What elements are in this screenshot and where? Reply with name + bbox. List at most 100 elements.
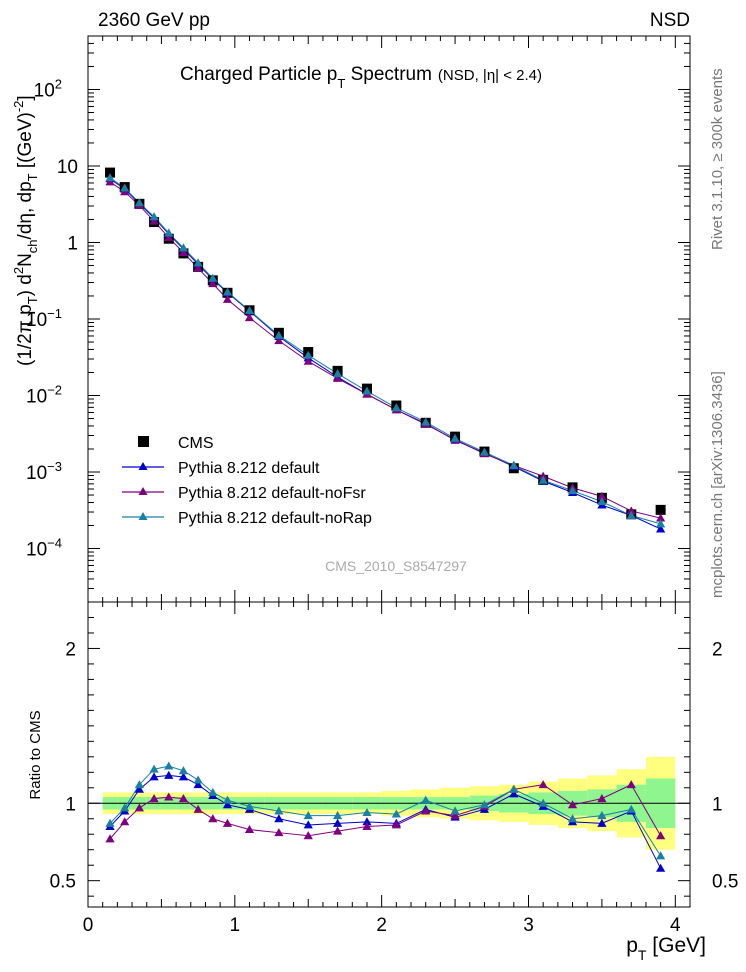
main-point-series-2: [222, 294, 233, 303]
ratio-point-series-2: [274, 828, 284, 837]
main-y-tick-base: 10: [26, 310, 47, 331]
main-point-series-2: [193, 263, 203, 272]
title-main: Charged Particle p: [180, 64, 337, 85]
main-point-series-3: [193, 258, 203, 267]
legend-marker-nofsr: [138, 487, 148, 495]
ratio-point-series-2: [597, 794, 607, 803]
chart-title: Charged Particle pT Spectrum (NSD, |η| < …: [180, 64, 542, 91]
ratio-point-series-3: [178, 766, 189, 775]
legend: CMS Pythia 8.212 default Pythia 8.212 de…: [122, 435, 372, 527]
main-point-series-2: [656, 513, 666, 522]
x-tick-label: 3: [523, 915, 534, 936]
ratio-point-series-2: [149, 794, 159, 803]
main-point-series-3: [105, 173, 115, 182]
legend-marker-cms: [138, 436, 149, 447]
ratio-point-series-2: [222, 818, 233, 827]
main-point-series-2: [149, 216, 159, 225]
ratio-point-series-3: [656, 851, 666, 860]
ratio-y-ticks: 0.5 0.5 1 1 2 2: [50, 616, 738, 897]
main-y-tick-base: 10: [34, 80, 55, 101]
main-point-series-3: [479, 447, 490, 456]
main-point-series-3: [178, 243, 189, 252]
main-y-tick-base: 10: [26, 540, 47, 561]
x-tick-label: 0: [83, 915, 94, 936]
main-point-series-3: [333, 369, 343, 378]
main-y-tick-exp: −3: [47, 459, 62, 474]
main-y-tick-label: 10−3: [26, 459, 62, 484]
x-tick-label: 2: [376, 915, 387, 936]
ratio-point-series-3: [222, 795, 233, 804]
ratio-point-series-3: [303, 811, 313, 820]
main-point-series-3: [509, 460, 519, 469]
ratio-point-series-1: [178, 772, 189, 781]
ratio-point-series-3: [333, 811, 343, 820]
mcplots-label: mcplots.cern.ch [arXiv:1306.3436]: [709, 371, 726, 598]
legend-label-norap: Pythia 8.212 default-noRap: [178, 510, 372, 527]
ratio-point-series-3: [274, 806, 284, 815]
ratio-y-tick-label-left: 1: [65, 794, 76, 815]
ratio-y-tick-label-right: 1: [712, 794, 723, 815]
ratio-point-series-3: [538, 798, 548, 807]
main-point-series-1: [656, 524, 666, 533]
main-point-series-2: [244, 313, 255, 322]
ratio-point-series-2: [391, 820, 401, 829]
ratio-point-series-2: [134, 803, 144, 812]
ratio-point-series-2: [193, 804, 203, 813]
ratio-point-series-1: [656, 863, 666, 872]
ratio-point-series-3: [391, 809, 401, 818]
x-axis-label: pT [GeV]: [626, 934, 706, 963]
ratio-point-series-3: [120, 803, 130, 812]
main-y-tick-base: 10: [26, 387, 47, 408]
main-point-series-2: [164, 232, 174, 242]
ratio-point-series-3: [208, 787, 218, 796]
ratio-point-series-3: [105, 818, 115, 827]
ratio-point-series-3: [193, 775, 203, 784]
ratio-point-series-1: [333, 818, 343, 827]
ratio-point-series-1: [509, 789, 519, 798]
main-y-tick-label: 10: [57, 157, 78, 178]
ratio-point-series-1: [193, 780, 203, 789]
title-tail: Spectrum: [345, 64, 432, 85]
ratio-point-series-1: [597, 818, 607, 827]
ratio-y-tick-label-right: 2: [712, 639, 723, 660]
main-point-series-3: [362, 386, 372, 395]
legend-label-nofsr: Pythia 8.212 default-noFsr: [178, 485, 366, 502]
main-y-tick-base: 1: [67, 233, 78, 254]
main-point-series-2: [178, 247, 189, 256]
main-y-tick-exp: −2: [47, 383, 62, 398]
legend-entry-nofsr: Pythia 8.212 default-noFsr: [122, 485, 366, 502]
main-y-tick-label: 10−1: [26, 306, 62, 331]
ratio-point-series-3: [509, 784, 519, 793]
main-point-series-3: [120, 183, 130, 192]
ratio-point-series-1: [303, 820, 313, 829]
energy-label: 2360 GeV pp: [98, 10, 210, 31]
ratio-point-series-2: [208, 814, 218, 823]
main-point-series-2: [303, 356, 313, 365]
ratio-y-tick-label-left: 2: [65, 639, 76, 660]
main-y-tick-label: 10−2: [26, 383, 62, 408]
main-point-series-3: [450, 433, 460, 442]
process-label: NSD: [650, 10, 690, 31]
main-point-series-2: [597, 491, 607, 500]
main-point-series-3: [538, 475, 548, 484]
ratio-point-series-1: [134, 784, 144, 793]
main-point-series-3: [149, 212, 159, 221]
main-point-series-3: [164, 228, 174, 237]
main-x-ticks: [87, 36, 676, 602]
legend-marker-default: [138, 462, 148, 470]
ratio-point-series-3: [450, 806, 460, 815]
legend-entry-default: Pythia 8.212 default: [122, 460, 320, 477]
ratio-point-series-2: [626, 780, 636, 789]
analysis-watermark: CMS_2010_S8547297: [325, 558, 467, 574]
ratio-point-series-2: [303, 831, 313, 840]
ratio-point-series-1: [222, 800, 233, 809]
ratio-point-series-3: [362, 807, 372, 817]
legend-marker-norap: [138, 512, 148, 520]
ratio-point-series-1: [149, 772, 159, 781]
ratio-point-series-2: [421, 806, 431, 815]
main-point-series-3: [597, 497, 607, 506]
main-point-series-3: [244, 305, 255, 314]
